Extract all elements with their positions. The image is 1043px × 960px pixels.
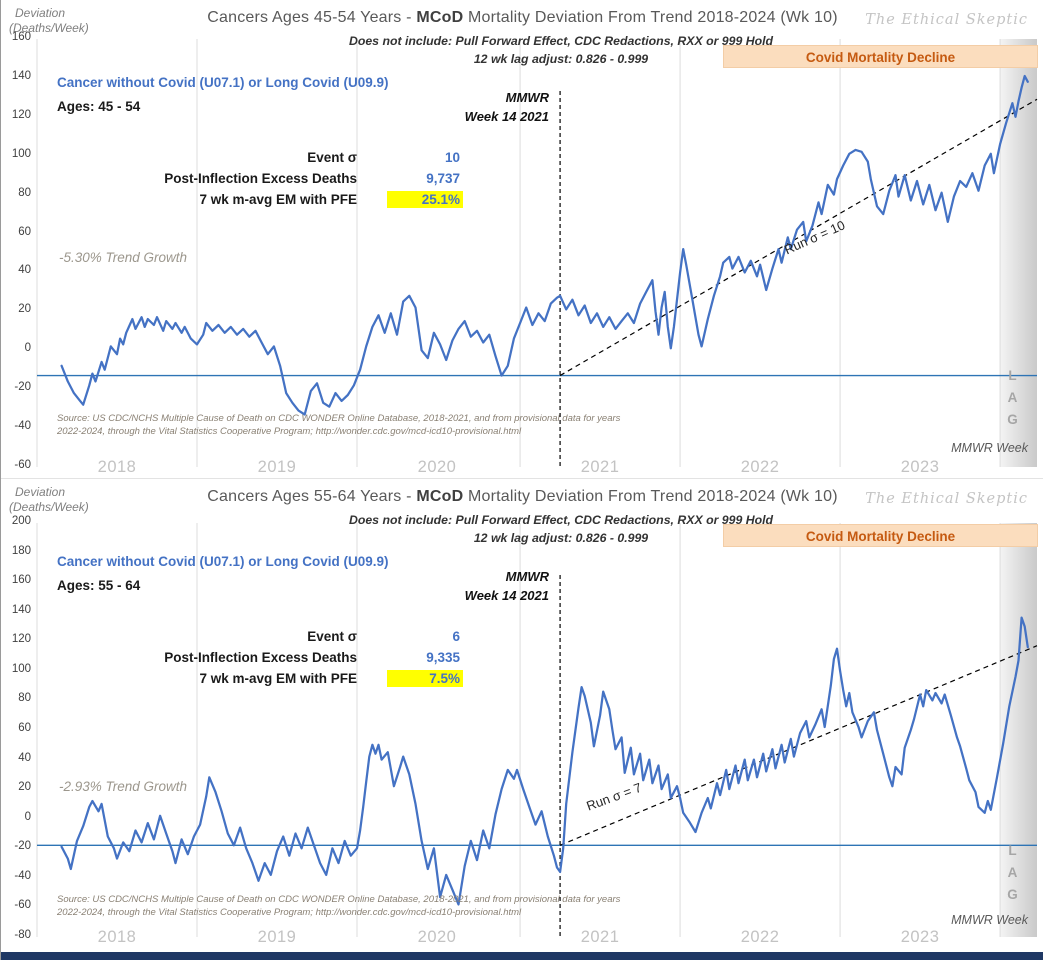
chart-subtitle-lag-adjust: 12 wk lag adjust: 0.826 - 0.999 (473, 52, 649, 66)
trend-growth-label: -5.30% Trend Growth (59, 250, 188, 265)
y-axis-tick: 120 (11, 633, 31, 646)
x-axis-year-label: 2020 (417, 458, 457, 476)
chart-subtitle-exclusions: Does not include: Pull Forward Effect, C… (348, 513, 774, 527)
x-axis-year-label: 2018 (97, 458, 137, 476)
x-axis-year-label: 2022 (740, 458, 780, 476)
series-legend-label: Cancer without Covid (U07.1) or Long Cov… (57, 75, 389, 90)
source-citation: Source: US CDC/NCHS Multiple Cause of De… (57, 413, 621, 437)
x-axis-unit-label: MMWR Week (951, 913, 1028, 927)
y-axis-tick: -40 (14, 420, 31, 433)
stat-row: Post-Inflection Excess Deaths 9,737 (57, 168, 469, 189)
stat-value: 7.5% (387, 670, 463, 687)
inflection-annotation: MMWR Week 14 2021 (464, 90, 549, 124)
y-axis-tick: -40 (14, 869, 31, 882)
x-axis-year-label: 2019 (257, 458, 297, 476)
y-axis-tick: -20 (14, 381, 31, 394)
watermark: The Ethical Skeptic (865, 12, 1028, 28)
chart-subtitle-exclusions: Does not include: Pull Forward Effect, C… (348, 34, 774, 48)
y-axis-tick: 80 (18, 186, 31, 199)
y-axis-tick: 20 (18, 781, 31, 794)
stats-block: Event σ 10 Post-Inflection Excess Deaths 9… (57, 147, 469, 210)
series-legend-label: Cancer without Covid (U07.1) or Long Cov… (57, 554, 389, 569)
stat-row: 7 wk m-avg EM with PFE 25.1% (57, 189, 469, 210)
chart-panel-ages-55-64: Deviation (Deaths/Week) Cancers Ages 55-… (1, 479, 1043, 952)
stat-value: 10 (444, 150, 460, 165)
lag-band-label: LAG (1005, 843, 1020, 909)
inflection-annotation: MMWR Week 14 2021 (464, 569, 549, 603)
x-axis-year-label: 2021 (580, 928, 620, 946)
stat-value: 9,737 (426, 171, 460, 186)
y-axis-tick: 120 (11, 108, 31, 121)
lag-band-label: LAG (1005, 368, 1020, 434)
ages-label: Ages: 55 - 64 (57, 578, 141, 593)
chart-title: Cancers Ages 55-64 Years - MCoD Mortalit… (207, 488, 838, 505)
y-axis-tick: 100 (11, 147, 31, 160)
y-axis-unit-label: Deviation (Deaths/Week) (9, 485, 89, 514)
x-axis-year-label: 2019 (257, 928, 297, 946)
y-axis-unit-label: Deviation (Deaths/Week) (9, 6, 89, 35)
x-axis-year-label: 2020 (417, 928, 457, 946)
source-citation: Source: US CDC/NCHS Multiple Cause of De… (57, 894, 621, 918)
y-axis-tick: 100 (11, 662, 31, 675)
y-axis-tick: -60 (14, 459, 31, 471)
chart-subtitle-lag-adjust: 12 wk lag adjust: 0.826 - 0.999 (473, 531, 649, 545)
x-axis-unit-label: MMWR Week (951, 441, 1028, 455)
stat-row: Event σ 10 (57, 147, 469, 168)
y-axis-tick: 0 (24, 342, 31, 355)
y-axis-tick: 60 (18, 722, 31, 734)
stat-row: 7 wk m-avg EM with PFE 7.5% (57, 668, 469, 689)
x-axis-year-label: 2023 (900, 928, 940, 946)
y-axis-tick: 20 (18, 303, 31, 316)
y-axis-tick: 80 (18, 692, 31, 705)
line-chart-ages-45-54 (36, 39, 1038, 467)
line-chart-ages-55-64 (36, 523, 1038, 937)
y-axis-tick: 180 (11, 544, 31, 557)
covid-mortality-decline-banner: Covid Mortality Decline (723, 524, 1038, 547)
chart-title: Cancers Ages 45-54 Years - MCoD Mortalit… (207, 9, 838, 26)
bottom-accent-bar (1, 952, 1043, 960)
x-axis-year-label: 2022 (740, 928, 780, 946)
trend-growth-label: -2.93% Trend Growth (59, 779, 188, 794)
y-axis-tick: -60 (14, 899, 31, 912)
covid-mortality-decline-banner: Covid Mortality Decline (723, 45, 1038, 68)
x-axis-year-label: 2023 (900, 458, 940, 476)
watermark: The Ethical Skeptic (865, 491, 1028, 507)
x-axis-year-label: 2018 (97, 928, 137, 946)
y-axis-tick: -80 (14, 929, 31, 941)
x-axis-year-label: 2021 (580, 458, 620, 476)
y-axis-tick: 200 (11, 515, 31, 527)
y-axis-tick: 0 (24, 810, 31, 823)
y-axis-tick: 140 (11, 603, 31, 616)
y-axis-tick: 160 (11, 31, 31, 43)
stat-value: 6 (452, 629, 460, 644)
y-axis-tick: 140 (11, 69, 31, 82)
y-axis-tick: 40 (18, 751, 31, 764)
y-axis-tick: 60 (18, 225, 31, 238)
stat-row: Post-Inflection Excess Deaths 9,335 (57, 647, 469, 668)
stat-value: 9,335 (426, 650, 460, 665)
y-axis-tick: 40 (18, 264, 31, 277)
chart-panel-ages-45-54: Deviation (Deaths/Week) Cancers Ages 45-… (1, 0, 1043, 479)
ages-label: Ages: 45 - 54 (57, 99, 141, 114)
stat-value: 25.1% (387, 191, 463, 208)
y-axis-tick: -20 (14, 840, 31, 853)
y-axis-tick: 160 (11, 574, 31, 587)
